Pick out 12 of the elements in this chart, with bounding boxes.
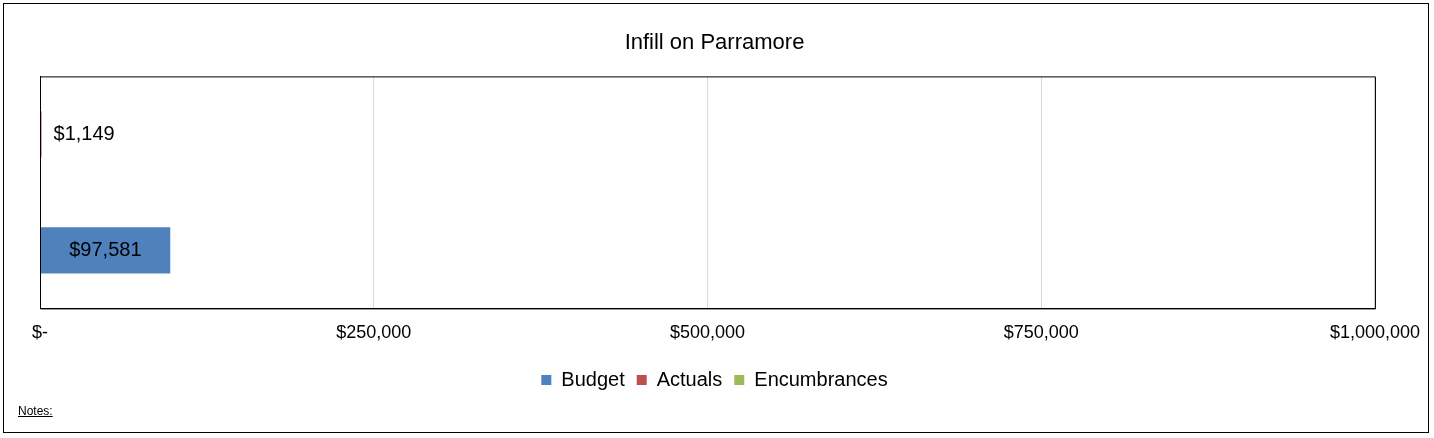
data-label: $97,581 — [69, 237, 142, 260]
x-tick-label: $- — [31, 322, 49, 343]
legend-label: Encumbrances — [754, 367, 888, 390]
data-label: $1,149 — [53, 121, 115, 144]
chart-title: Infill on Parramore — [624, 29, 805, 55]
text: Notes: — [18, 404, 53, 418]
legend-label: Budget — [561, 367, 626, 390]
legend-label: Actuals — [656, 367, 723, 390]
x-tick-label: $500,000 — [669, 322, 746, 343]
x-tick-label: $1,000,000 — [1329, 322, 1420, 343]
x-tick-label: $250,000 — [336, 322, 412, 343]
x-tick-label: $750,000 — [1003, 322, 1079, 343]
